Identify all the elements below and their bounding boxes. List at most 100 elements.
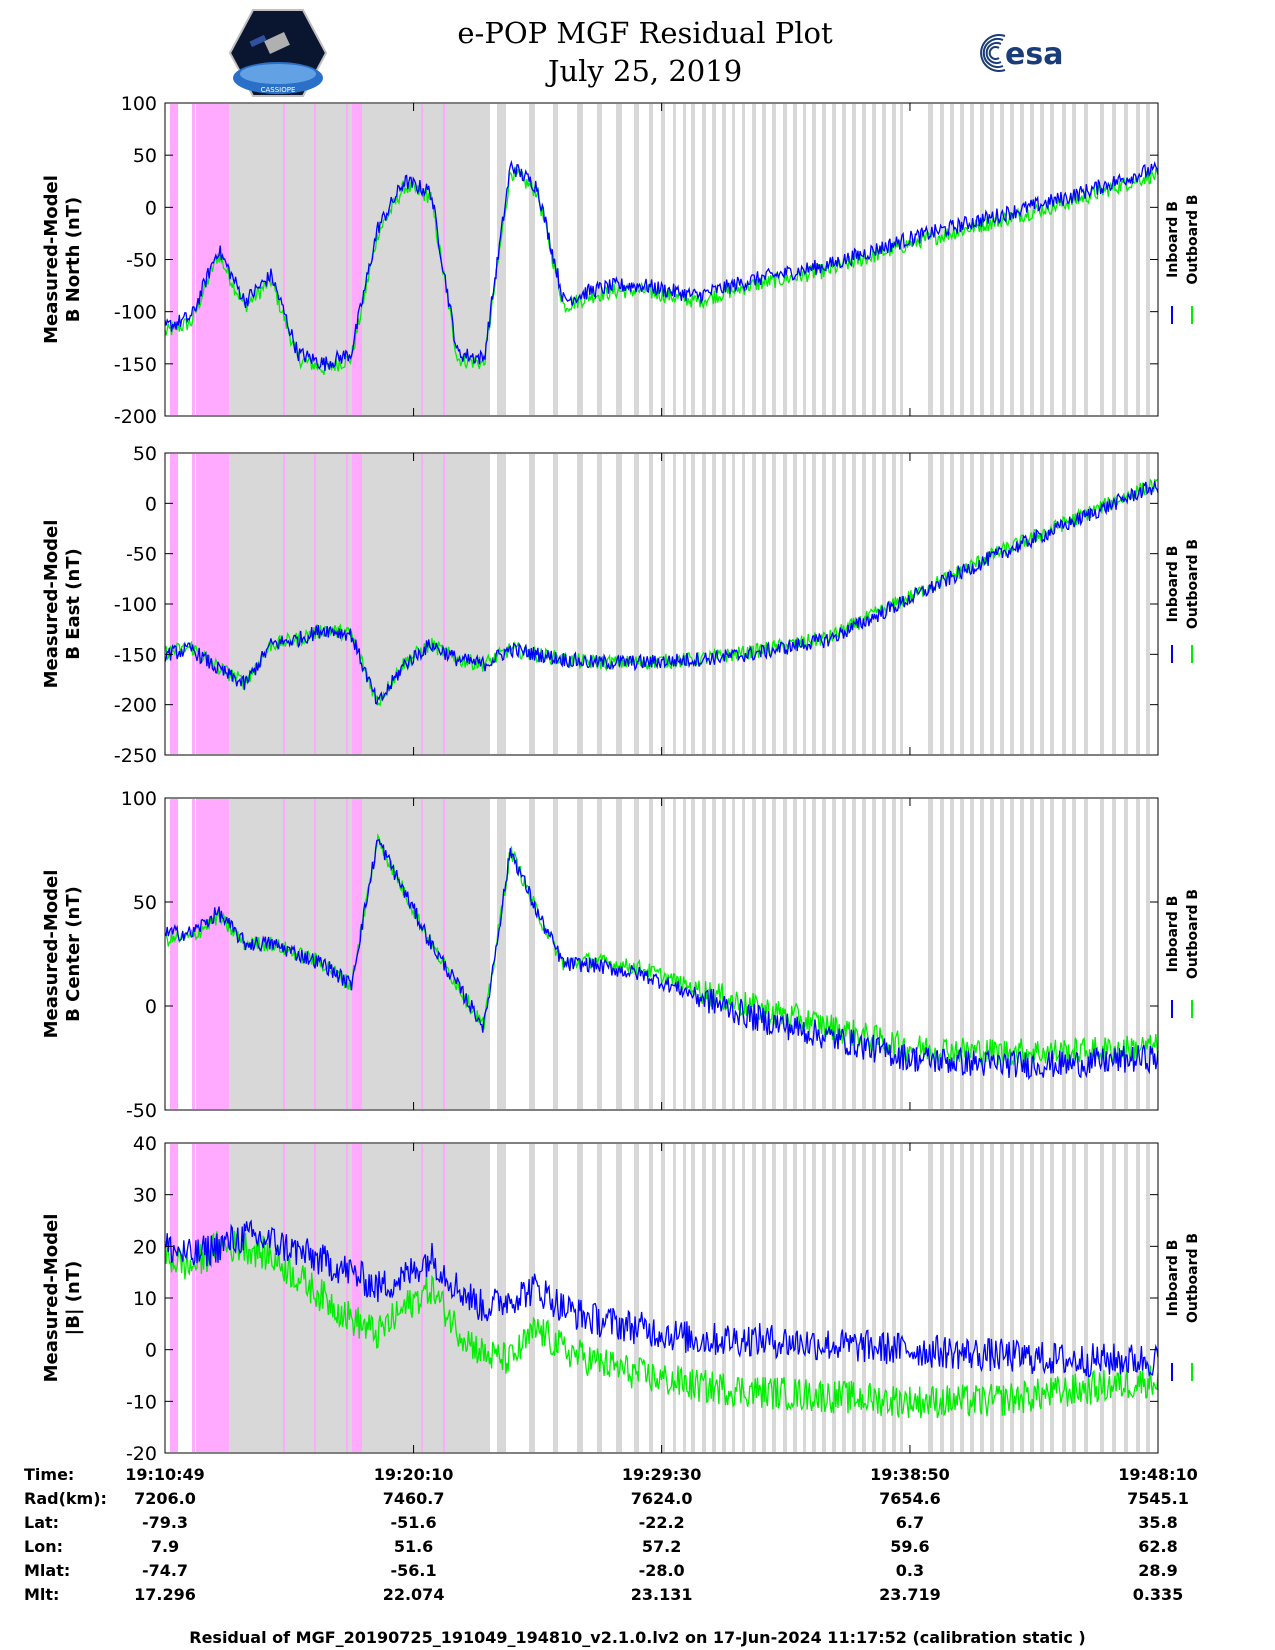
info-cell: -51.6 xyxy=(391,1513,437,1532)
y-axis-label-line2: B Center (nT) xyxy=(63,886,84,1022)
gap-band xyxy=(742,799,745,1109)
gap-band xyxy=(812,454,816,754)
info-cell: 19:29:30 xyxy=(622,1465,702,1484)
gap-band xyxy=(842,454,846,754)
gap-band xyxy=(1100,1144,1104,1452)
y-tick-label: 0 xyxy=(145,996,157,1018)
gap-band xyxy=(702,454,706,754)
gap-band xyxy=(960,1144,964,1452)
gap-band xyxy=(597,454,602,754)
info-cell: 17.296 xyxy=(134,1585,196,1604)
gap-band xyxy=(673,454,676,754)
gap-band xyxy=(803,1144,806,1452)
cassiope-logo-text: CASSIOPE xyxy=(261,86,296,94)
gap-band xyxy=(882,454,886,754)
gap-band-magenta xyxy=(443,104,445,415)
gap-band xyxy=(842,799,846,1109)
gap-band xyxy=(970,799,974,1109)
legend-outboard-label: Outboard B xyxy=(1185,194,1201,284)
gap-band xyxy=(702,104,706,415)
gap-band xyxy=(722,1144,726,1452)
y-tick-label: 50 xyxy=(133,145,157,167)
gap-band xyxy=(900,1144,903,1452)
gap-band xyxy=(928,104,933,415)
gap-band xyxy=(762,799,766,1109)
y-axis-label: Measured-ModelB East (nT) xyxy=(41,520,84,689)
gap-band xyxy=(649,104,653,415)
gap-band xyxy=(980,104,984,415)
footer-caption: Residual of MGF_20190725_191049_194810_v… xyxy=(189,1628,1086,1647)
gap-band xyxy=(1084,104,1088,415)
gap-band xyxy=(1010,454,1014,754)
gap-band-magenta xyxy=(170,1144,178,1452)
panel-1: -200 -150 -100 -50 0 50 100 Measured-ModelB Nor… xyxy=(41,93,1201,428)
gap-band xyxy=(928,1144,933,1452)
gap-band xyxy=(1100,799,1104,1109)
y-tick-label: -250 xyxy=(114,745,157,767)
gap-band xyxy=(634,1144,639,1452)
gap-band xyxy=(1136,799,1140,1109)
gap-band xyxy=(577,454,583,754)
info-row-label: Mlt: xyxy=(24,1585,59,1604)
gap-band xyxy=(1020,1144,1024,1452)
gap-band xyxy=(960,104,964,415)
legend-text: Inboard B Outboard B xyxy=(1165,539,1201,629)
gap-band xyxy=(1020,454,1024,754)
gap-band xyxy=(892,799,896,1109)
info-row-label: Time: xyxy=(24,1465,74,1484)
gap-band-magenta xyxy=(170,799,178,1109)
gap-band xyxy=(616,104,622,415)
gap-band xyxy=(882,1144,886,1452)
gap-band xyxy=(990,454,994,754)
y-tick-label: 100 xyxy=(121,93,157,115)
gap-band xyxy=(783,1144,787,1452)
gap-band xyxy=(702,799,706,1109)
y-tick-label: -50 xyxy=(126,544,157,566)
info-cell: 23.131 xyxy=(631,1585,693,1604)
series-inboard-line xyxy=(164,159,1159,372)
gap-band xyxy=(822,104,826,415)
gap-band xyxy=(1000,1144,1004,1452)
gap-band xyxy=(1050,104,1054,415)
gap-band xyxy=(722,104,726,415)
gap-band xyxy=(882,799,886,1109)
gap-band-magenta xyxy=(192,1144,195,1452)
gap-band xyxy=(661,799,665,1109)
gap-band xyxy=(1040,104,1044,415)
gap-band xyxy=(892,104,896,415)
series-inboard-line xyxy=(164,1219,1159,1378)
gap-band xyxy=(812,104,816,415)
gap-band xyxy=(742,1144,745,1452)
gap-band xyxy=(497,104,506,415)
gap-band xyxy=(722,454,726,754)
gap-band xyxy=(1072,799,1076,1109)
gap-band xyxy=(712,104,716,415)
gap-band xyxy=(553,104,558,415)
gap-band xyxy=(832,799,836,1109)
legend-outboard-label: Outboard B xyxy=(1185,889,1201,979)
gap-band-magenta xyxy=(421,799,423,1109)
gap-band xyxy=(553,454,558,754)
panel-4: -20 -10 0 10 20 30 40 Measured-Model|B| (nT) Inb… xyxy=(41,1133,1201,1465)
info-cell: 57.2 xyxy=(642,1537,681,1556)
gap-band-magenta xyxy=(443,799,445,1109)
gap-band xyxy=(1124,104,1128,415)
gap-band xyxy=(762,454,766,754)
gap-band xyxy=(793,799,797,1109)
gap-band xyxy=(529,799,535,1109)
info-cell: 7.9 xyxy=(151,1537,179,1556)
gap-band xyxy=(783,454,787,754)
gap-band xyxy=(892,1144,896,1452)
gap-band xyxy=(1146,454,1150,754)
info-cell: 0.335 xyxy=(1133,1585,1184,1604)
gap-band xyxy=(832,454,836,754)
gap-band xyxy=(872,454,876,754)
gap-band xyxy=(529,454,535,754)
info-cell: 59.6 xyxy=(890,1537,929,1556)
legend-text: Inboard B Outboard B xyxy=(1165,1233,1201,1323)
gap-band xyxy=(812,799,816,1109)
gap-band xyxy=(1010,799,1014,1109)
gap-band xyxy=(842,1144,846,1452)
gap-band xyxy=(762,1144,766,1452)
gap-band xyxy=(762,104,766,415)
